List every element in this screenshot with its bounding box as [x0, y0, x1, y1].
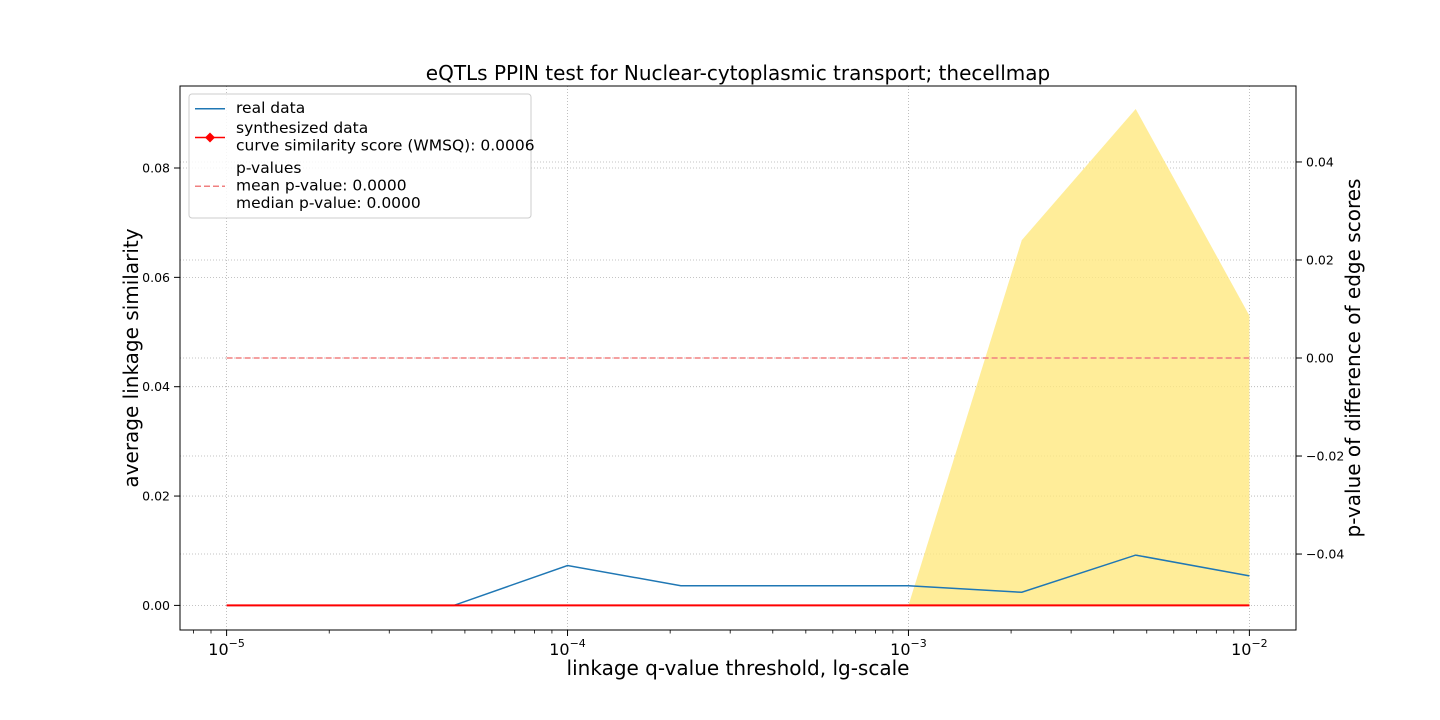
axis-ticks: 10−5 10−4 10−3 10−2 0.00 0.02 0.04 0.06 0.08 −0.0…	[142, 154, 1344, 659]
legend-box	[188, 93, 532, 219]
y-tick-label: 0.04	[142, 379, 170, 394]
legend-label: synthesized data	[236, 119, 368, 137]
x-tick-label: 10−5	[208, 637, 245, 659]
y-axis-label: average linkage similarity	[119, 228, 143, 487]
y-right-tick-label: 0.00	[1306, 351, 1334, 366]
legend-label: median p-value: 0.0000	[236, 194, 421, 212]
legend-label: p-values	[236, 159, 301, 177]
y-right-tick-label: −0.04	[1306, 547, 1344, 562]
legend-label: mean p-value: 0.0000	[236, 177, 407, 195]
x-tick-label: 10−4	[549, 637, 586, 659]
x-tick-label: 10−3	[890, 637, 927, 659]
x-axis-label: linkage q-value threshold, lg-scale	[567, 656, 910, 680]
series-lines	[226, 357, 1250, 607]
confidence-band-area	[908, 108, 1250, 606]
y-tick-label: 0.08	[142, 161, 170, 176]
y-tick-label: 0.06	[142, 270, 170, 285]
chart-title: eQTLs PPIN test for Nuclear-cytoplasmic …	[426, 61, 1050, 85]
legend-label: real data	[236, 99, 305, 117]
y-tick-label: 0.02	[142, 489, 170, 504]
y-right-tick-label: 0.02	[1306, 252, 1334, 267]
legend-label: curve similarity score (WMSQ): 0.0006	[236, 137, 535, 155]
legend-marker	[205, 132, 215, 143]
y-right-tick-label: −0.02	[1306, 449, 1344, 464]
y-tick-label: 0.00	[142, 598, 170, 613]
y-right-tick-label: 0.04	[1306, 154, 1334, 169]
x-tick-label: 10−2	[1231, 637, 1268, 659]
y-axis-right-label: p-value of difference of edge scores	[1341, 179, 1365, 538]
confidence-band	[908, 108, 1250, 606]
